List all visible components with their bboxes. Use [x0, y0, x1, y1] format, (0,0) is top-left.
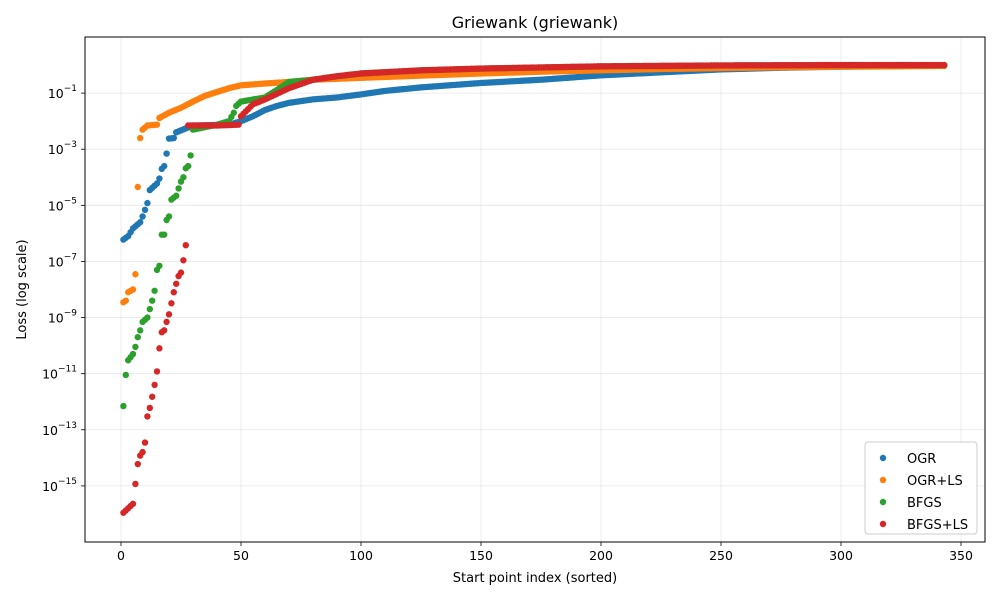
y-tick-label: 10−13 [42, 421, 77, 438]
legend-marker [879, 520, 887, 528]
x-axis-label: Start point index (sorted) [453, 571, 617, 586]
y-tick-label: 10−1 [48, 84, 77, 101]
data-point [141, 206, 149, 213]
data-point [137, 327, 144, 334]
data-point [122, 371, 129, 379]
data-point [149, 393, 156, 400]
data-point [235, 121, 242, 128]
data-point [146, 404, 153, 412]
data-points [120, 61, 948, 516]
legend-marker [879, 454, 887, 462]
data-point [175, 185, 182, 192]
legend-label: BFGS+LS [907, 518, 968, 533]
data-point [129, 350, 137, 358]
data-point [129, 286, 137, 293]
data-point [144, 413, 151, 420]
data-point [185, 162, 192, 170]
data-point [153, 121, 161, 128]
data-point [156, 345, 163, 352]
x-tick-label: 150 [469, 548, 493, 563]
data-point [170, 134, 177, 142]
y-axis-label: Loss (log scale) [15, 239, 30, 339]
data-point [146, 305, 153, 313]
x-tick-label: 50 [233, 548, 249, 563]
data-point [134, 183, 141, 191]
y-tick-label: 10−7 [48, 252, 77, 269]
data-point [149, 297, 156, 304]
data-point [139, 213, 146, 220]
data-point [134, 460, 141, 468]
x-tick-label: 200 [589, 548, 613, 563]
data-point [156, 175, 163, 182]
data-point [137, 134, 144, 142]
x-tick-label: 250 [709, 548, 733, 563]
data-point [129, 500, 137, 507]
plot-frame [84, 36, 986, 543]
data-point [144, 199, 151, 207]
x-tick-label: 100 [349, 548, 373, 563]
chart-title: Griewank (griewank) [452, 13, 618, 32]
data-point [151, 287, 158, 294]
data-point [132, 480, 139, 488]
legend-marker [879, 498, 887, 506]
data-point [137, 219, 144, 226]
data-point [151, 381, 158, 389]
data-point [134, 333, 141, 341]
series-bfgs-plus-ls [120, 61, 948, 516]
data-point [170, 289, 177, 296]
y-tick-label: 10−11 [42, 365, 77, 382]
data-point [165, 311, 173, 318]
legend-box [864, 441, 978, 535]
data-point [153, 180, 161, 187]
data-point [161, 162, 168, 170]
x-tick-label: 350 [949, 548, 973, 563]
data-point [156, 262, 163, 269]
data-point [132, 271, 139, 278]
y-tick-label: 10−3 [48, 140, 77, 157]
data-point [144, 314, 151, 321]
data-point [187, 152, 194, 159]
legend: OGR OGR+LS BFGS BFGS+LS [864, 441, 978, 535]
data-point [122, 297, 129, 304]
data-point [161, 327, 168, 334]
x-tick-label: 300 [829, 548, 853, 563]
data-point [230, 109, 237, 116]
legend-marker [879, 476, 887, 484]
data-point [941, 61, 948, 69]
y-tick-label: 10−9 [48, 309, 77, 326]
legend-label: OGR [907, 452, 936, 467]
data-point [180, 174, 187, 181]
data-point [180, 257, 187, 264]
data-point [163, 150, 170, 157]
grid-lines [85, 37, 985, 542]
data-point [163, 318, 170, 326]
data-point [177, 269, 185, 276]
data-point [120, 402, 127, 410]
data-point [165, 213, 173, 220]
x-tick-label: 0 [117, 548, 125, 563]
data-point [173, 192, 180, 199]
y-tick-label: 10−5 [48, 196, 77, 213]
data-point [153, 368, 161, 375]
data-point [139, 448, 146, 456]
legend-label: OGR+LS [907, 474, 963, 489]
data-point [182, 241, 189, 249]
data-point [141, 439, 149, 446]
legend-label: BFGS [907, 496, 942, 511]
data-point [173, 280, 180, 287]
y-tick-label: 10−15 [42, 477, 77, 494]
axis-ticks: 0 50 100 150 200 250 300 350 10−15 10−13 10−11 10−9… [42, 84, 973, 563]
data-point [132, 343, 139, 351]
data-point [161, 231, 168, 238]
data-point [168, 300, 175, 307]
